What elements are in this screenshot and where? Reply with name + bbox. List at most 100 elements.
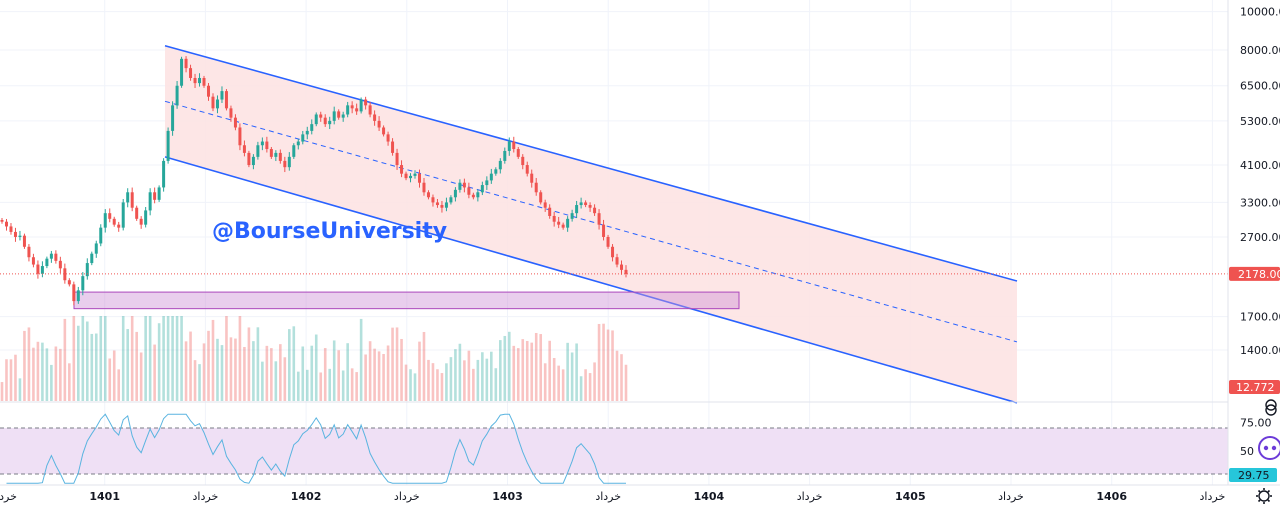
time-axis-label: خرداد: [998, 490, 1024, 503]
volume-bar: [400, 338, 403, 401]
volume-bar: [413, 373, 417, 401]
candle: [283, 156, 287, 173]
time-axis[interactable]: خرداد 1401 خرداد 1402 خرداد 1403 خرداد 1404 خردا…: [0, 490, 1225, 503]
candle-body: [9, 226, 13, 232]
candle-body: [377, 120, 381, 128]
candle-body: [314, 114, 318, 125]
scale-toggle-icon[interactable]: [1265, 399, 1277, 416]
volume-bar: [319, 372, 323, 401]
volume-bar: [615, 350, 619, 401]
candle-body: [126, 192, 130, 203]
candle-body: [328, 120, 332, 125]
candle: [489, 168, 493, 184]
candle: [409, 173, 413, 183]
candle-body: [220, 91, 224, 100]
candle: [265, 136, 269, 153]
regression-channel[interactable]: [164, 44, 1018, 404]
candle-body: [139, 218, 143, 225]
volume-bar: [9, 359, 13, 401]
volume-bar: [606, 329, 610, 401]
candle: [202, 75, 206, 88]
watermark-text: @BourseUniversity: [212, 219, 447, 244]
candle-body: [292, 145, 296, 157]
volume-bar: [427, 359, 430, 401]
candle-body: [67, 280, 71, 285]
volume-bar: [337, 350, 340, 401]
candle: [386, 131, 390, 146]
candle: [162, 158, 166, 192]
volume-bar: [207, 330, 210, 401]
volume-bar: [216, 338, 219, 401]
candle-body: [606, 236, 610, 247]
candle-body: [615, 257, 619, 265]
candle: [76, 286, 80, 304]
volume-bar: [355, 372, 358, 401]
volume-bar: [193, 360, 197, 401]
volume-bar: [341, 370, 345, 401]
volume-bar: [68, 363, 71, 401]
volume-bar: [130, 316, 134, 401]
candle: [144, 207, 148, 228]
volume-bar: [620, 354, 623, 401]
volume-bar: [512, 345, 516, 401]
time-axis-label: 1403: [492, 490, 523, 503]
time-axis-label: 1404: [694, 490, 725, 503]
volume-bar: [85, 321, 89, 401]
candle: [94, 240, 98, 258]
candle-body: [301, 134, 305, 142]
volume-bar: [624, 364, 628, 401]
settings-gear-icon[interactable]: [1256, 488, 1272, 504]
candle: [391, 138, 395, 156]
candle-body: [364, 99, 368, 106]
candle: [530, 169, 534, 188]
indicator-avatar-icon[interactable]: [1258, 436, 1280, 460]
time-axis-label: 1402: [291, 490, 322, 503]
volume-bar: [395, 327, 399, 401]
volume-bar: [238, 316, 242, 401]
candle-body: [400, 165, 404, 174]
candle: [72, 281, 76, 306]
candle-body: [449, 197, 453, 203]
candle-body: [157, 187, 161, 200]
volume-bar: [292, 326, 296, 401]
volume-bar: [144, 316, 147, 401]
volume-bar: [611, 330, 614, 401]
candle-body: [368, 105, 372, 115]
candle-body: [530, 173, 534, 183]
support-zone[interactable]: [73, 291, 740, 310]
volume-bar: [472, 368, 475, 401]
candle: [130, 187, 134, 212]
candle-body: [566, 218, 570, 228]
candle-body: [494, 169, 498, 174]
price-axis[interactable]: 10000.00 8000.00 6500.00 5300.00 4100.00 3300…: [1227, 0, 1280, 485]
volume-bar: [449, 357, 453, 401]
candle-body: [539, 192, 543, 203]
candle: [296, 138, 300, 150]
candle-body: [382, 127, 386, 135]
volume-bar: [247, 327, 251, 401]
volume-bar: [108, 358, 112, 401]
candle-body: [561, 224, 565, 228]
price-tick-label: 10000.00: [1240, 6, 1280, 19]
candle: [570, 209, 574, 222]
volume-badge: 12.772: [1229, 380, 1280, 394]
volume-bar: [157, 323, 161, 401]
volume-bar: [279, 344, 282, 401]
candle-body: [458, 182, 462, 190]
volume-bar: [494, 368, 498, 401]
candle: [413, 170, 417, 179]
candle: [242, 140, 246, 157]
volume-bar: [570, 352, 574, 401]
candle-body: [489, 173, 493, 181]
candle-body: [99, 227, 103, 244]
candle-body: [507, 141, 511, 151]
candle-body: [310, 124, 314, 131]
volume-bar: [332, 340, 336, 401]
candle-body: [552, 215, 556, 222]
candle-body: [287, 156, 291, 168]
candle-body: [341, 114, 345, 118]
volume-bar: [521, 339, 525, 401]
candle-body: [413, 173, 417, 176]
candle-body: [40, 266, 44, 274]
